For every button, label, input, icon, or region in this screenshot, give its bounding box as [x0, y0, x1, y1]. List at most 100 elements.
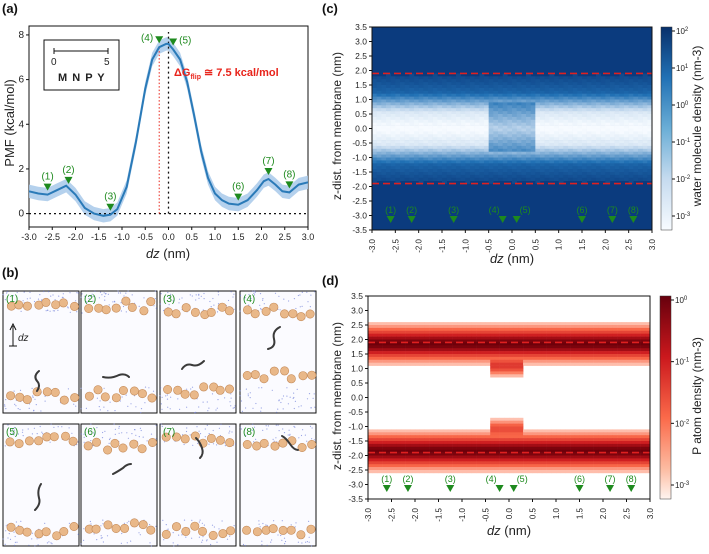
heatmap-cell — [513, 446, 519, 450]
heatmap-cell — [438, 351, 444, 355]
heatmap-cell — [526, 169, 531, 173]
heatmap-cell — [565, 452, 571, 456]
heatmap-cell — [457, 327, 463, 332]
heatmap-cell — [577, 111, 583, 115]
heatmap-cell — [456, 90, 461, 94]
heatmap-cell — [560, 359, 566, 363]
heatmap-cell — [642, 116, 648, 121]
heatmap-cell — [537, 345, 543, 349]
heatmap-cell — [574, 348, 580, 352]
heatmap-cell — [409, 177, 415, 181]
water-dot — [103, 292, 105, 294]
heatmap-cell — [521, 169, 527, 173]
water-dot — [289, 396, 291, 398]
heatmap-cell — [551, 327, 557, 332]
heatmap-cell — [465, 160, 471, 164]
heatmap-cell — [619, 96, 625, 100]
heatmap-cell — [460, 174, 466, 179]
heatmap-cell — [438, 336, 444, 340]
heatmap-cell — [624, 140, 629, 144]
water-dot — [310, 407, 312, 409]
heatmap-cell — [386, 108, 391, 112]
water-dot — [163, 539, 165, 541]
heatmap-cell — [624, 90, 629, 94]
heatmap-cell — [633, 172, 639, 176]
heatmap-cell — [432, 154, 438, 158]
heatmap-cell — [485, 351, 491, 355]
heatmap-cell — [574, 441, 580, 445]
heatmap-cell — [479, 154, 485, 158]
heatmap-cell — [446, 119, 452, 123]
heatmap-cell — [507, 105, 513, 109]
heatmap-cell — [588, 438, 594, 442]
heatmap-cell — [518, 354, 524, 358]
heatmap-cell — [485, 342, 491, 346]
heatmap-cell — [386, 119, 391, 123]
heatmap-cell — [484, 154, 489, 158]
heatmap-cell — [456, 87, 461, 92]
heatmap-cell — [584, 438, 590, 442]
heatmap-cell — [470, 140, 475, 144]
heatmap-cell — [429, 356, 435, 361]
heatmap-cell — [596, 160, 601, 164]
heatmap-cell — [521, 172, 527, 176]
heatmap-cell — [537, 449, 543, 453]
heatmap-cell — [560, 325, 566, 329]
heatmap-cell — [470, 145, 475, 150]
heatmap-cell — [624, 166, 629, 170]
heatmap-cell — [442, 85, 447, 89]
heatmap-cell — [598, 362, 604, 366]
heatmap-cell — [540, 90, 545, 94]
water-dot — [121, 396, 123, 398]
heatmap-cell — [418, 93, 424, 97]
heatmap-cell — [628, 79, 634, 83]
heatmap-cell — [437, 82, 443, 86]
heatmap-cell — [490, 356, 496, 361]
heatmap-cell — [530, 166, 536, 170]
heatmap-cell — [527, 455, 533, 459]
heatmap-cell — [577, 157, 583, 161]
heatmap-cell — [452, 455, 458, 459]
heatmap-cell — [642, 90, 648, 94]
heatmap-cell — [638, 177, 643, 181]
heatmap-cell — [372, 467, 378, 471]
heatmap-cell — [443, 443, 449, 448]
heatmap-cell — [526, 73, 531, 77]
heatmap-cell — [484, 116, 489, 121]
heatmap-cell — [560, 330, 566, 334]
lipid-head — [24, 436, 34, 446]
water-dot — [290, 524, 292, 526]
heatmap-cell — [532, 449, 538, 453]
heatmap-cell — [405, 322, 411, 326]
heatmap-cell — [386, 443, 392, 448]
heatmap-cell — [498, 163, 503, 167]
water-dot — [202, 536, 204, 538]
heatmap-cell — [570, 458, 576, 462]
heatmap-cell — [526, 143, 531, 147]
heatmap-cell — [498, 125, 503, 129]
heatmap-cell — [598, 351, 604, 355]
state-label: (2) — [62, 165, 74, 176]
heatmap-cell — [446, 96, 452, 100]
heatmap-cell — [428, 114, 433, 118]
water-dot — [50, 295, 52, 297]
heatmap-cell — [490, 464, 496, 468]
heatmap-cell — [588, 461, 594, 465]
heatmap-cell — [532, 345, 538, 349]
water-dot — [7, 291, 9, 293]
heatmap-cell — [507, 128, 513, 132]
heatmap-cell — [446, 148, 452, 152]
heatmap-cell — [544, 114, 550, 118]
heatmap-cell — [490, 327, 496, 332]
heatmap-cell — [484, 76, 489, 80]
heatmap-cell — [493, 131, 499, 135]
heatmap-cell — [617, 342, 623, 346]
heatmap-cell — [607, 362, 613, 366]
heatmap-cell — [368, 452, 373, 456]
water-dot — [167, 291, 169, 294]
heatmap-cell — [405, 452, 411, 456]
heatmap-cell — [405, 461, 411, 465]
heatmap-cell — [551, 339, 557, 343]
heatmap-cell — [390, 108, 396, 112]
heatmap-cell — [460, 128, 466, 132]
